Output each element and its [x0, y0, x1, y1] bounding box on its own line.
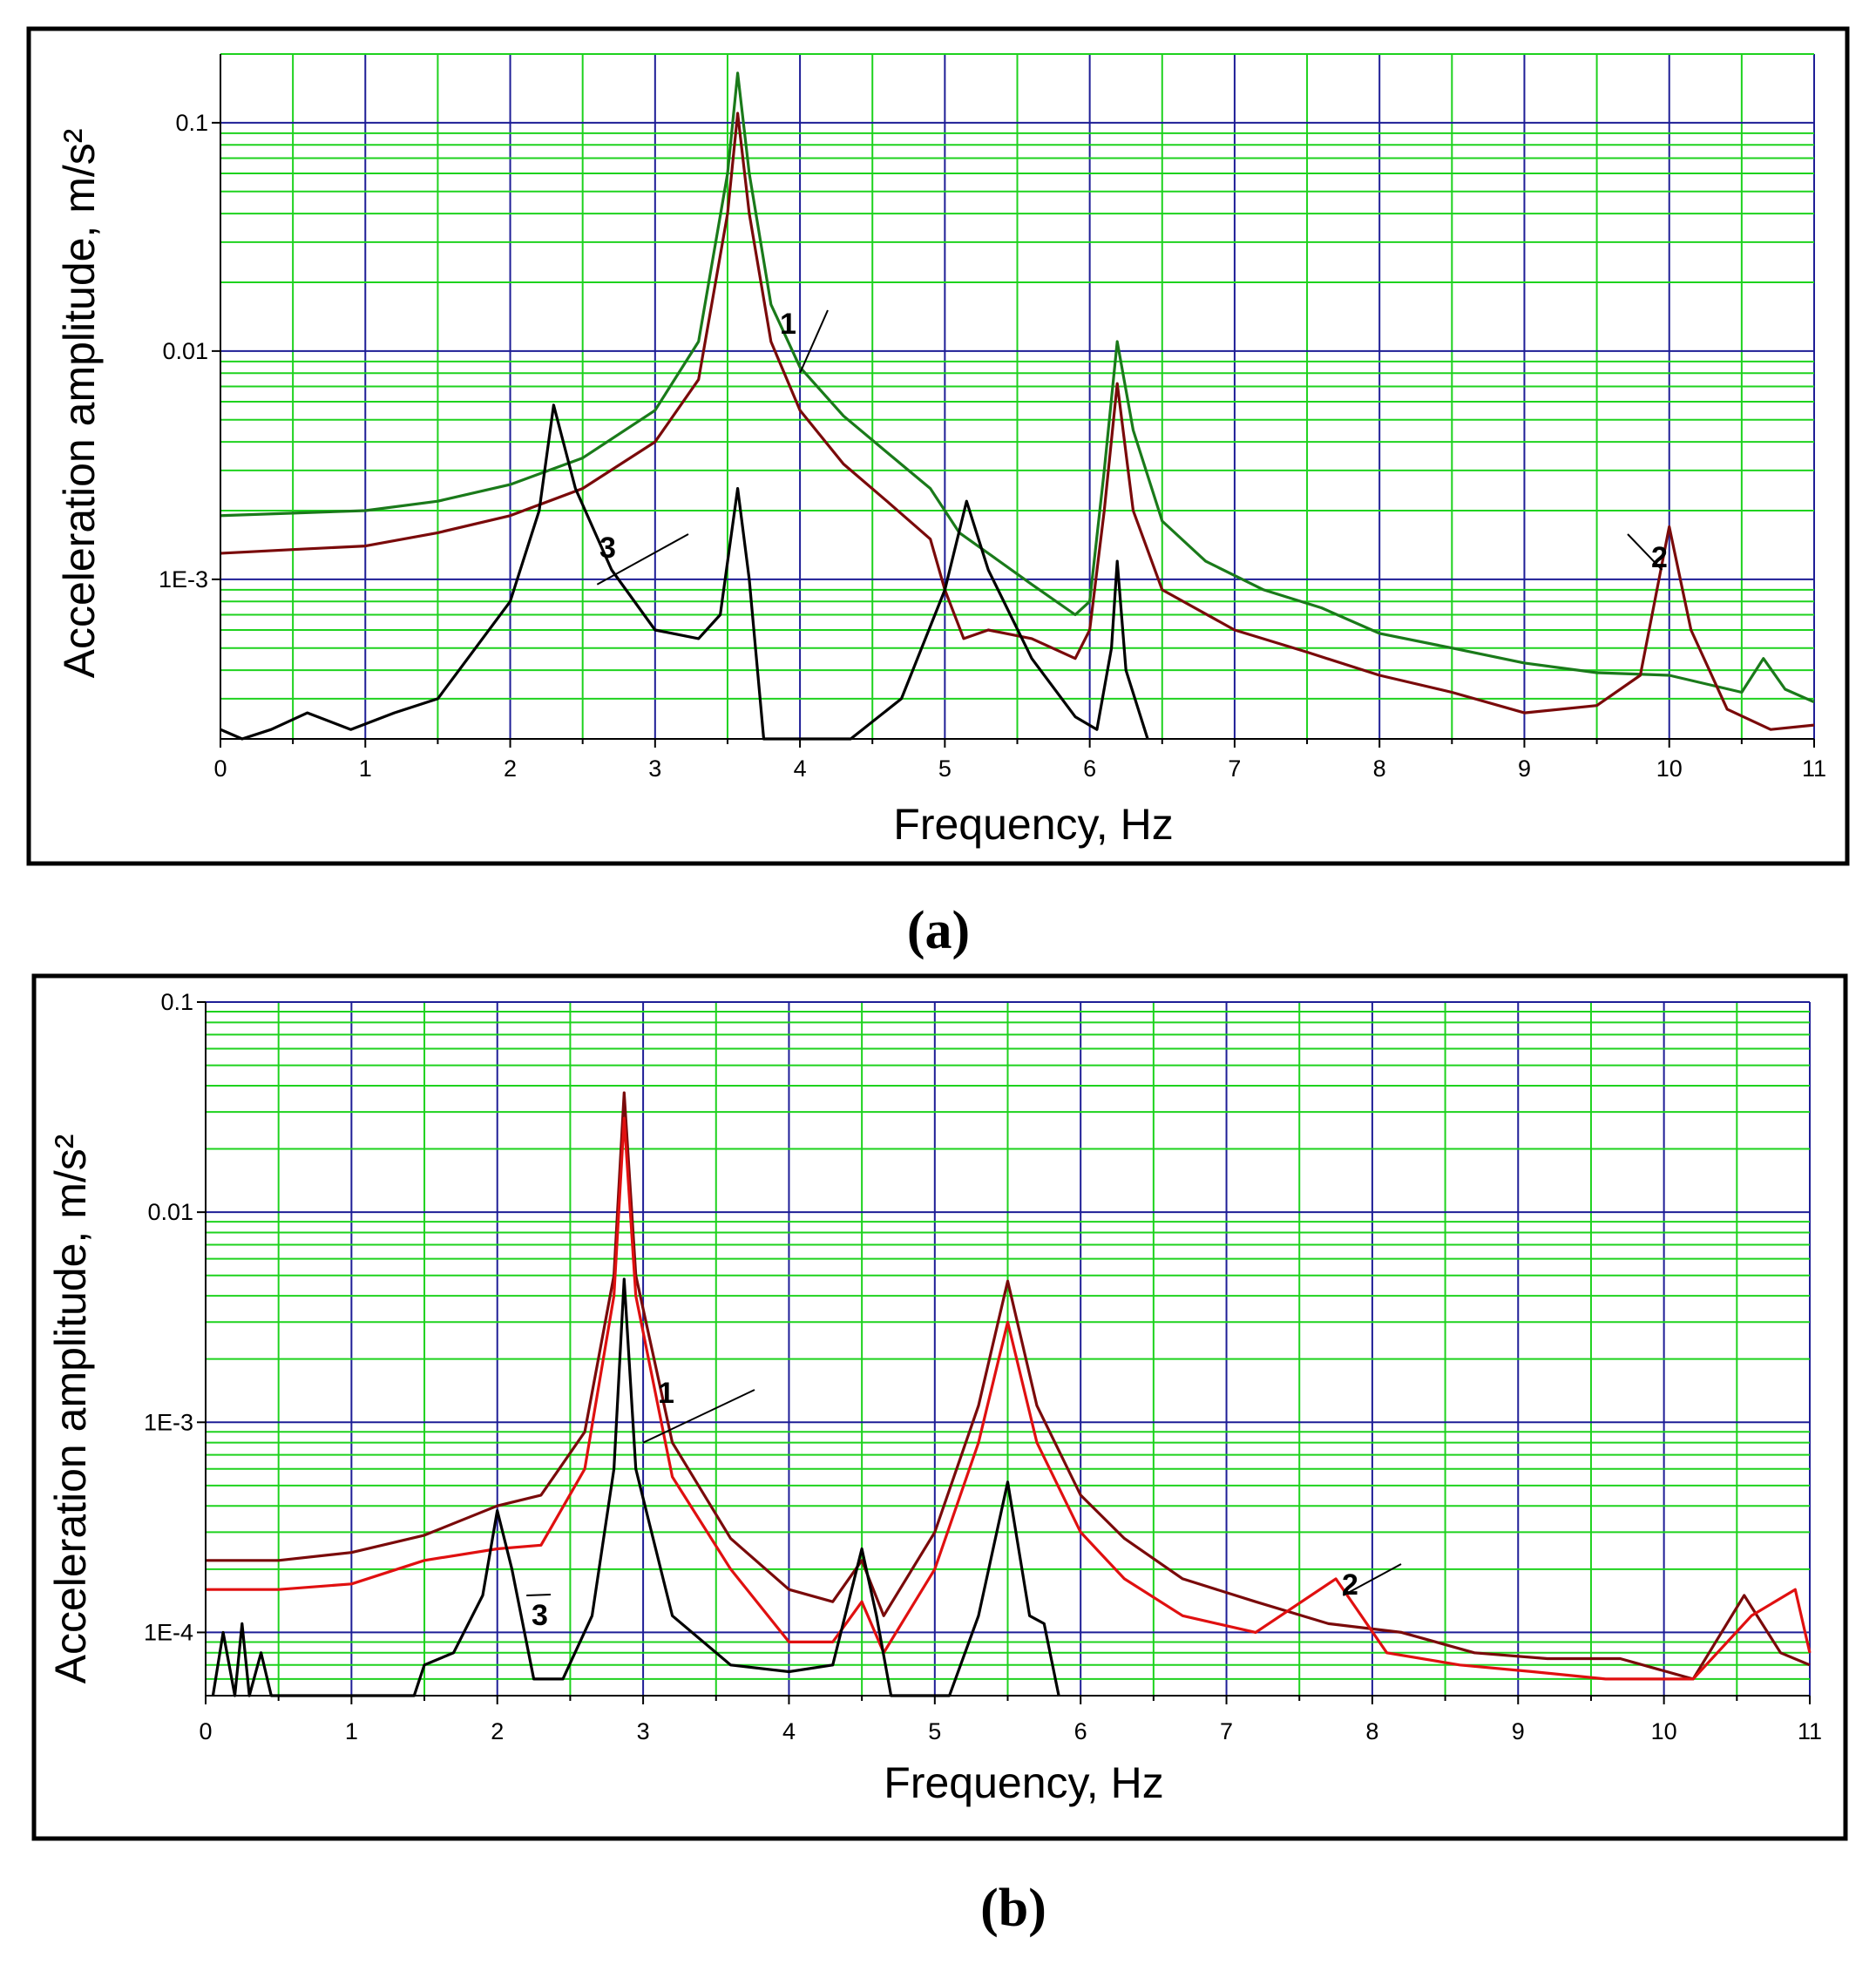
annotation-leader-2-a [1627, 533, 1663, 571]
annotations-a: 1 3 2 [596, 308, 1668, 586]
series-1-line-b [206, 1091, 1811, 1681]
series-group-a [220, 71, 1815, 741]
annotation-label-3-a: 3 [599, 532, 616, 565]
y-tick-label-b: 0.1 [160, 989, 193, 1015]
x-tick-label-a: 6 [1083, 755, 1096, 782]
panel-b-frame [31, 973, 1848, 1841]
x-tick-label-a: 9 [1518, 755, 1531, 782]
x-tick-label-b: 5 [928, 1718, 941, 1744]
x-tick-label-a: 2 [504, 755, 517, 782]
annotation-leader-3-a [596, 533, 689, 586]
x-tick-label-b: 3 [637, 1718, 650, 1744]
annotation-label-1-a: 1 [780, 308, 796, 341]
x-tick-label-b: 6 [1074, 1718, 1087, 1744]
annotation-label-2-b: 2 [1342, 1568, 1358, 1602]
y-tick-label-b: 0.01 [147, 1199, 193, 1225]
x-tick-label-a: 5 [938, 755, 952, 782]
series-1-line-a [220, 71, 1815, 704]
x-tick-label-a: 11 [1802, 755, 1826, 782]
grid-a [220, 53, 1815, 740]
x-tick-label-a: 3 [648, 755, 661, 782]
x-tick-label-b: 0 [199, 1718, 212, 1744]
y-axis-title-b: Acceleration amplitude, m/s² [46, 1135, 95, 1684]
x-axis-title-a: Frequency, Hz [893, 800, 1173, 849]
x-tick-label-a: 4 [794, 755, 807, 782]
x-tick-label-b: 4 [782, 1718, 796, 1744]
x-tick-label-b: 7 [1220, 1718, 1233, 1744]
x-tick-label-b: 9 [1512, 1718, 1525, 1744]
y-tick-label-a: 0.01 [162, 338, 208, 364]
series-2-line-a [220, 112, 1815, 731]
annotation-label-2-a: 2 [1651, 541, 1668, 574]
panel-a-frame [26, 26, 1850, 866]
x-tick-label-b: 8 [1365, 1718, 1378, 1744]
annotation-leader-1-b [642, 1389, 755, 1444]
x-axis-title-b: Frequency, Hz [884, 1758, 1163, 1807]
x-tick-label-b: 2 [491, 1718, 504, 1744]
chart-panel-b: 0 1 2 3 4 5 6 7 8 9 10 11 1E-4 1E-3 0.01 0.1 1 3 2 Freque… [31, 973, 1848, 1841]
series-3-line-a [220, 403, 1149, 741]
annotation-leader-1-a [799, 309, 829, 374]
series-2-line-b [206, 1116, 1812, 1681]
y-tick-label-b: 1E-3 [144, 1409, 193, 1435]
x-tick-label-a: 10 [1656, 755, 1683, 782]
annotation-label-1-b: 1 [658, 1377, 674, 1410]
y-tick-label-a: 1E-3 [159, 566, 208, 593]
x-tick-label-a: 7 [1228, 755, 1241, 782]
panel-label-a: (a) [907, 901, 970, 960]
chart-panel-a: 0 1 2 3 4 5 6 7 8 9 10 11 1E-3 0.01 0.1 1 3 2 Frequency,… [26, 26, 1850, 866]
x-tick-label-b: 1 [345, 1718, 358, 1744]
y-axis-title-a: Acceleration amplitude, m/s² [55, 129, 104, 679]
x-tick-label-a: 8 [1373, 755, 1386, 782]
x-tick-label-a: 0 [213, 755, 227, 782]
annotation-label-3-b: 3 [532, 1599, 548, 1632]
annotation-leader-2-b [1342, 1563, 1402, 1596]
y-tick-label-a: 0.1 [175, 110, 208, 136]
ticks-b: 0 1 2 3 4 5 6 7 8 9 10 11 1E-4 1E-3 0.01 0.1 [144, 989, 1822, 1744]
x-tick-label-b: 11 [1798, 1718, 1822, 1744]
x-tick-label-b: 10 [1651, 1718, 1677, 1744]
ticks-a: 0 1 2 3 4 5 6 7 8 9 10 11 1E-3 0.01 0.1 [159, 110, 1826, 782]
x-tick-label-a: 1 [359, 755, 372, 782]
annotations-b: 1 3 2 [526, 1377, 1402, 1632]
panel-label-b: (b) [980, 1879, 1046, 1938]
y-tick-label-b: 1E-4 [144, 1619, 193, 1645]
